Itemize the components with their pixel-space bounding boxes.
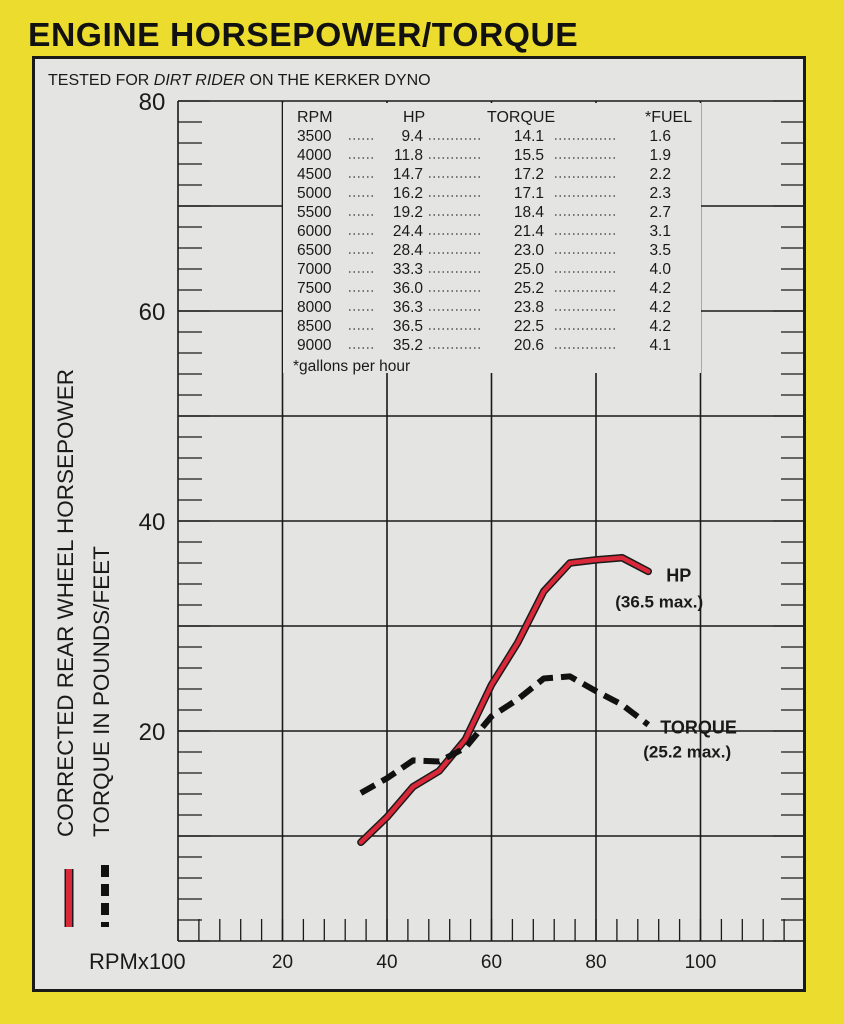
table-cell: 2.3 — [649, 185, 671, 202]
table-cell: 35.2 — [393, 337, 423, 354]
table-header: HP — [403, 109, 425, 126]
chart-svg: TESTED FOR DIRT RIDER ON THE KERKER DYNO… — [48, 72, 803, 974]
series: HP (36.5 max.) TORQUE (25.2 max.) — [357, 554, 737, 847]
table-cell: 28.4 — [393, 242, 424, 259]
table-cell: 9.4 — [401, 128, 423, 145]
table-cell: 11.8 — [394, 147, 423, 164]
y-tick-label: 40 — [139, 509, 166, 536]
table-cell: 14.1 — [514, 128, 544, 145]
table-header: TORQUE — [487, 109, 555, 126]
x-axis-label: RPMx100 — [89, 949, 186, 974]
chart-panel: TESTED FOR DIRT RIDER ON THE KERKER DYNO… — [32, 56, 806, 992]
x-tick-label: 20 — [272, 952, 293, 973]
torque-line — [359, 673, 651, 796]
y-axis-label: TORQUE IN POUNDS/FEET — [89, 546, 114, 837]
table-cell: 21.4 — [514, 223, 545, 240]
table-cell: 4.0 — [649, 261, 671, 278]
table-cell: 9000 — [297, 337, 332, 354]
table-cell: 6000 — [297, 223, 332, 240]
table-cell: 14.7 — [393, 166, 423, 183]
hp-line — [358, 555, 651, 845]
y-axis-label: CORRECTED REAR WHEEL HORSEPOWER — [53, 369, 78, 837]
table-cell: 2.2 — [649, 166, 671, 183]
table-cell: 4.2 — [649, 318, 671, 335]
y-tick-label: 80 — [139, 89, 166, 116]
table-cell: 8500 — [297, 318, 332, 335]
x-tick-label: 80 — [585, 952, 606, 973]
table-cell: 7000 — [297, 261, 332, 278]
table-footnote: *gallons per hour — [293, 358, 410, 375]
x-tick-label: 40 — [376, 952, 397, 973]
table-cell: 6500 — [297, 242, 332, 259]
table-cell: 36.5 — [393, 318, 423, 335]
table-cell: 19.2 — [393, 204, 423, 221]
table-cell: 15.5 — [514, 147, 544, 164]
table-cell: 24.4 — [393, 223, 424, 240]
subtitle-italic: DIRT RIDER — [154, 72, 246, 89]
y-tick-label: 20 — [139, 719, 166, 746]
table-header: RPM — [297, 109, 333, 126]
chart-subtitle: TESTED FOR DIRT RIDER ON THE KERKER DYNO — [48, 72, 431, 89]
table-cell: 25.2 — [514, 280, 544, 297]
table-header: *FUEL — [645, 109, 692, 126]
y-tick-label: 60 — [139, 299, 166, 326]
table-cell: 18.4 — [514, 204, 545, 221]
torque-series-label: TORQUE — [660, 718, 737, 738]
table-cell: 1.6 — [649, 128, 671, 145]
subtitle-suffix: ON THE KERKER DYNO — [245, 72, 431, 89]
table-cell: 8000 — [297, 299, 332, 316]
hp-series-label: HP — [666, 565, 691, 585]
table-cell: 17.2 — [514, 166, 544, 183]
table-cell: 4.2 — [649, 280, 671, 297]
table-cell: 16.2 — [393, 185, 423, 202]
table-cell: 23.0 — [514, 242, 545, 259]
table-cell: 4.2 — [649, 299, 671, 316]
table-background — [283, 103, 701, 373]
axis-labels: 20 40 60 80 20 40 60 80 100 RPMx100 CORRECTED REAR… — [53, 89, 716, 974]
table-cell: 17.1 — [514, 185, 544, 202]
hp-max-annotation: (36.5 max.) — [615, 592, 703, 611]
table-cell: 20.6 — [514, 337, 544, 354]
table-cell: 4000 — [297, 147, 332, 164]
table-cell: 3500 — [297, 128, 332, 145]
table-cell: 3.5 — [649, 242, 671, 259]
table-cell: 25.0 — [514, 261, 545, 278]
table-cell: 4500 — [297, 166, 332, 183]
table-cell: 1.9 — [649, 147, 671, 164]
table-cell: 36.0 — [393, 280, 424, 297]
table-cell: 36.3 — [393, 299, 423, 316]
table-cell: 5500 — [297, 204, 332, 221]
table-cell: 23.8 — [514, 299, 544, 316]
data-table: RPM HP TORQUE *FUEL 3500 9.4 14.1 1.6 4000 11.8 15… — [283, 103, 701, 375]
x-tick-label: 60 — [481, 952, 502, 973]
subtitle-prefix: TESTED FOR — [48, 72, 154, 89]
table-cell: 5000 — [297, 185, 332, 202]
table-cell: 3.1 — [649, 223, 671, 240]
table-cell: 22.5 — [514, 318, 544, 335]
table-cell: 33.3 — [393, 261, 423, 278]
table-cell: 4.1 — [649, 337, 671, 354]
table-cell: 2.7 — [649, 204, 671, 221]
torque-max-annotation: (25.2 max.) — [643, 743, 731, 762]
x-tick-label: 100 — [685, 952, 717, 973]
chart-title: ENGINE HORSEPOWER/TORQUE — [28, 16, 579, 53]
table-cell: 7500 — [297, 280, 332, 297]
